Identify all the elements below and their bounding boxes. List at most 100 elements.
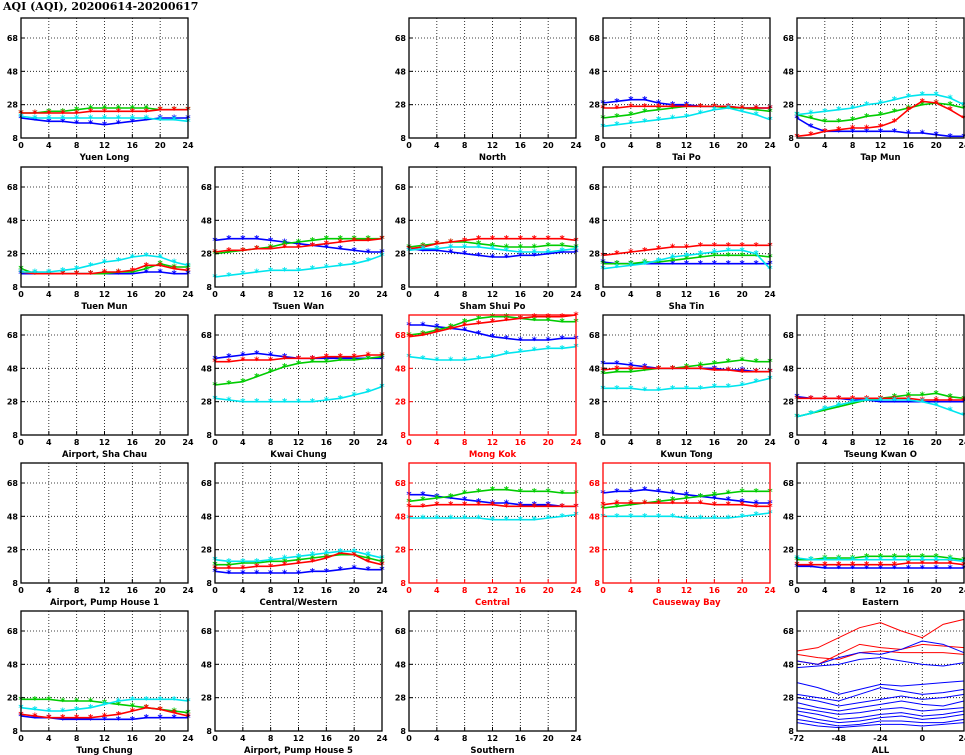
data-point: *	[961, 411, 965, 422]
data-point: *	[947, 392, 953, 403]
y-tick-label: 48	[395, 660, 407, 669]
x-tick-label: 20	[931, 586, 943, 595]
data-point: *	[254, 356, 260, 367]
data-point: *	[740, 356, 746, 367]
data-point: *	[822, 560, 828, 571]
data-point: *	[254, 557, 260, 568]
data-point: *	[144, 261, 150, 272]
series-line	[408, 345, 577, 361]
series-line	[602, 367, 770, 373]
x-tick-label: 20	[155, 438, 167, 447]
data-point: *	[476, 487, 482, 498]
x-tick-label: 12	[875, 141, 886, 150]
data-point: *	[836, 127, 842, 138]
data-point: *	[32, 114, 38, 125]
y-tick-label: 8	[400, 134, 406, 143]
y-tick-label: 8	[400, 431, 406, 440]
data-point: *	[352, 550, 358, 561]
data-point: *	[670, 102, 676, 113]
data-point: *	[864, 552, 870, 563]
data-point: *	[628, 361, 634, 372]
data-point: *	[726, 382, 732, 393]
y-tick-label: 28	[783, 694, 795, 703]
data-point: *	[878, 110, 884, 121]
x-tick-label: 24	[764, 290, 776, 299]
data-point: *	[116, 697, 122, 708]
data-point: *	[144, 703, 150, 714]
data-point: *	[642, 499, 648, 510]
x-tick-label: 0	[794, 586, 800, 595]
data-point: *	[254, 244, 260, 255]
y-tick-label: 68	[7, 331, 19, 340]
data-point: *	[130, 702, 136, 713]
data-point: *	[296, 354, 302, 365]
x-tick-label: 16	[127, 290, 139, 299]
data-point: *	[920, 564, 926, 575]
data-point: *	[642, 499, 648, 510]
data-point: *	[462, 317, 468, 328]
data-point: *	[628, 95, 634, 106]
data-point: *	[365, 354, 371, 365]
data-point: *	[352, 236, 358, 247]
data-point: *	[850, 104, 856, 115]
x-tick-label: 8	[74, 586, 80, 595]
data-point: *	[698, 364, 704, 375]
data-point: *	[836, 394, 842, 405]
data-point: *	[116, 114, 122, 125]
data-point: *	[74, 105, 80, 116]
data-point: *	[116, 107, 122, 118]
y-tick-label: 8	[594, 134, 600, 143]
data-point: *	[808, 409, 814, 420]
x-tick-label: 20	[737, 141, 749, 150]
station-label: Causeway Bay	[652, 598, 721, 608]
data-point: *	[46, 269, 52, 280]
data-point: *	[808, 394, 814, 405]
data-point: *	[947, 94, 953, 105]
y-tick-label: 68	[783, 34, 795, 43]
data-point: *	[906, 555, 912, 566]
data-point: *	[74, 697, 80, 708]
data-point: *	[296, 239, 302, 250]
y-tick-label: 68	[201, 627, 213, 636]
data-point: *	[88, 703, 94, 714]
data-point: *	[448, 514, 454, 525]
panel-eastern: * * * * * * * * * * * ** * * * * * * * * * * ** * * * * * * * * * * ** * * *…	[783, 462, 965, 608]
data-point: *	[559, 344, 565, 355]
data-point: *	[546, 249, 552, 260]
data-point: *	[559, 248, 565, 259]
data-point: *	[490, 234, 496, 245]
data-point: *	[504, 253, 510, 264]
y-tick-label: 8	[206, 727, 212, 736]
data-point: *	[726, 514, 732, 525]
data-point: *	[934, 401, 940, 412]
data-point: *	[254, 268, 260, 279]
data-point: *	[60, 114, 66, 125]
data-point: *	[656, 364, 662, 375]
data-point: *	[365, 354, 371, 365]
data-point: *	[726, 489, 732, 500]
data-point: *	[642, 259, 648, 270]
data-point: *	[434, 500, 440, 511]
data-point: *	[684, 254, 690, 265]
data-point: *	[670, 512, 676, 523]
data-point: *	[920, 391, 926, 402]
panel-kwai-chung: * * * * * * * * * * * * ** * * * * * * * * * * * ** * * * * * * * * * * * **…	[201, 314, 388, 460]
x-tick-label: -48	[832, 734, 847, 743]
data-point: *	[532, 316, 538, 327]
data-point: *	[850, 399, 856, 410]
data-point: *	[559, 489, 565, 500]
data-point: *	[961, 564, 965, 575]
series-line	[796, 618, 965, 652]
station-label: Tai Po	[672, 153, 701, 163]
data-point: *	[934, 397, 940, 408]
data-point: *	[296, 559, 302, 570]
x-tick-label: 12	[875, 438, 886, 447]
x-tick-label: 20	[155, 290, 167, 299]
y-tick-label: 8	[400, 283, 406, 292]
series-line	[602, 249, 771, 270]
data-point: *	[254, 569, 260, 580]
data-point: *	[240, 246, 246, 257]
station-label: North	[479, 153, 506, 163]
data-point: *	[836, 401, 842, 412]
data-point: *	[144, 268, 150, 279]
